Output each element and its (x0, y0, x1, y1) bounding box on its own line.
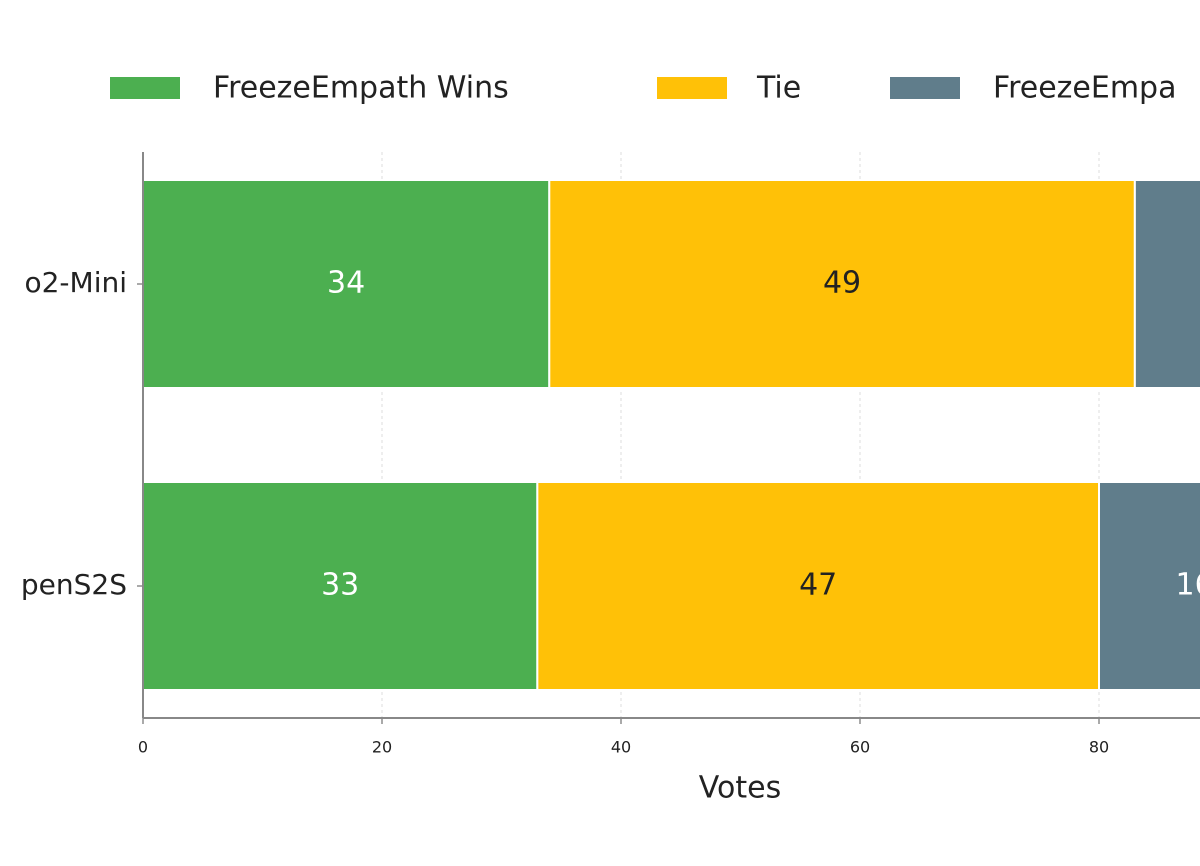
y-tick-label: penS2S (21, 568, 127, 601)
value-label: 34 (327, 266, 365, 301)
legend-label: FreezeEmpa (993, 71, 1176, 106)
x-tick-label: 20 (372, 738, 392, 757)
bar-segment (536, 481, 1100, 691)
x-tick-label: 0 (138, 738, 148, 757)
x-tick-label: 80 (1089, 738, 1109, 757)
bar-segment (1133, 179, 1200, 389)
x-tick-label: 40 (611, 738, 631, 757)
legend-label: Tie (756, 71, 801, 106)
value-label: 49 (823, 266, 861, 301)
bar-segment (548, 179, 1136, 389)
value-label: 16 (1176, 568, 1200, 603)
legend-swatch (890, 77, 960, 99)
value-label: 33 (321, 568, 359, 603)
legend-swatch (657, 77, 727, 99)
bar-segment (142, 481, 539, 691)
value-label: 47 (799, 568, 837, 603)
x-axis-label: Votes (699, 771, 781, 806)
legend-label: FreezeEmpath Wins (213, 71, 509, 106)
bar-segment (1098, 481, 1200, 691)
y-tick-label: o2-Mini (24, 266, 127, 299)
legend-swatch (110, 77, 180, 99)
x-tick-label: 60 (850, 738, 870, 757)
